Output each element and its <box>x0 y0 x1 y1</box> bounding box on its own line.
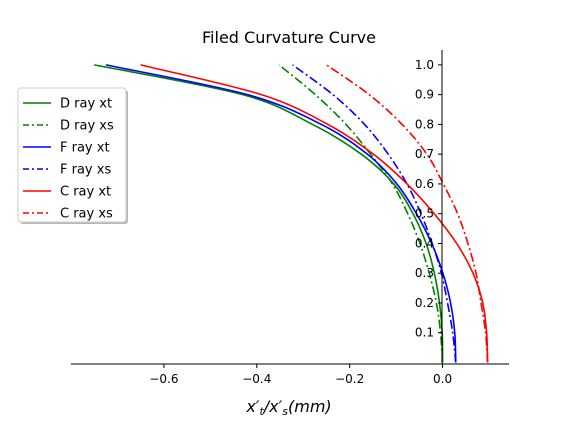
series-line-c-ray-xs <box>326 64 489 363</box>
x-tick-label: −0.4 <box>242 372 271 386</box>
axes-layer: −0.6 −0.4 −0.2 0.0 0.1 0.2 0.3 0.4 0.5 0.6 0.7 0.8 0… <box>71 50 509 386</box>
legend: D ray xt D ray xs F ray xt F ray xs C ray xt… <box>17 87 128 224</box>
legend-label: C ray xt <box>60 185 111 200</box>
y-tick-label: 0.6 <box>415 177 434 191</box>
x-tick-label: 0.0 <box>433 372 452 386</box>
y-tick-label: 0.2 <box>415 296 434 310</box>
series-line-d-ray-xt <box>94 64 444 363</box>
legend-label: D ray xs <box>60 119 114 134</box>
series-line-f-ray-xt <box>105 64 457 363</box>
legend-label: F ray xs <box>60 163 111 178</box>
y-tick-label: 0.7 <box>415 147 434 161</box>
x-tick-label: −0.2 <box>335 372 364 386</box>
y-tick-label: 0.8 <box>415 117 434 131</box>
y-tick-label: 0.3 <box>415 266 434 280</box>
y-tick-label: 0.9 <box>415 88 434 102</box>
series-layer <box>94 64 489 363</box>
legend-label: C ray xs <box>60 207 113 222</box>
y-tick-label: 0.4 <box>415 236 434 250</box>
x-axis-label: x′t/x′s(mm) <box>245 397 331 418</box>
y-tick-label: 1.0 <box>415 58 434 72</box>
legend-label: D ray xt <box>60 97 112 112</box>
chart-title: Filed Curvature Curve <box>202 28 376 47</box>
legend-box <box>17 87 127 223</box>
series-line-d-ray-xs <box>278 64 444 363</box>
y-tick-label: 0.5 <box>415 207 434 221</box>
series-line-f-ray-xs <box>292 64 457 363</box>
legend-label: F ray xt <box>60 141 110 156</box>
y-tick-label: 0.1 <box>415 326 434 340</box>
series-line-c-ray-xt <box>140 64 489 363</box>
x-tick-label: −0.6 <box>149 372 178 386</box>
